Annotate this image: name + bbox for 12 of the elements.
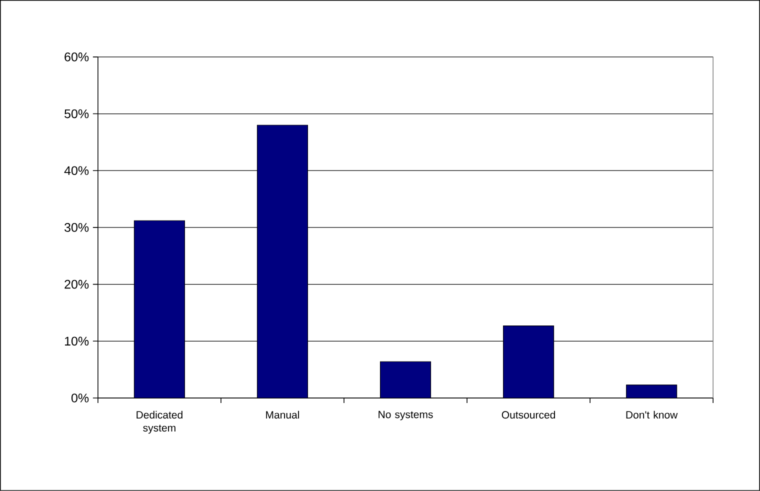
x-tick-label: No systems: [378, 410, 433, 420]
x-tick-label: Don't know: [626, 410, 678, 419]
y-tick-label: 0%: [71, 394, 89, 402]
y-tick-label: 60%: [64, 52, 89, 62]
x-tick-label: Dedicated system: [136, 410, 182, 434]
y-tick-label: 20%: [64, 280, 89, 289]
y-tick-label: 10%: [64, 336, 89, 346]
y-tick-label: 50%: [64, 109, 89, 118]
x-tick-label: Outsourced: [502, 410, 556, 419]
y-tick-label: 40%: [64, 166, 89, 176]
x-tick-label: Manual: [266, 410, 299, 419]
y-tick-label: 30%: [64, 223, 89, 232]
